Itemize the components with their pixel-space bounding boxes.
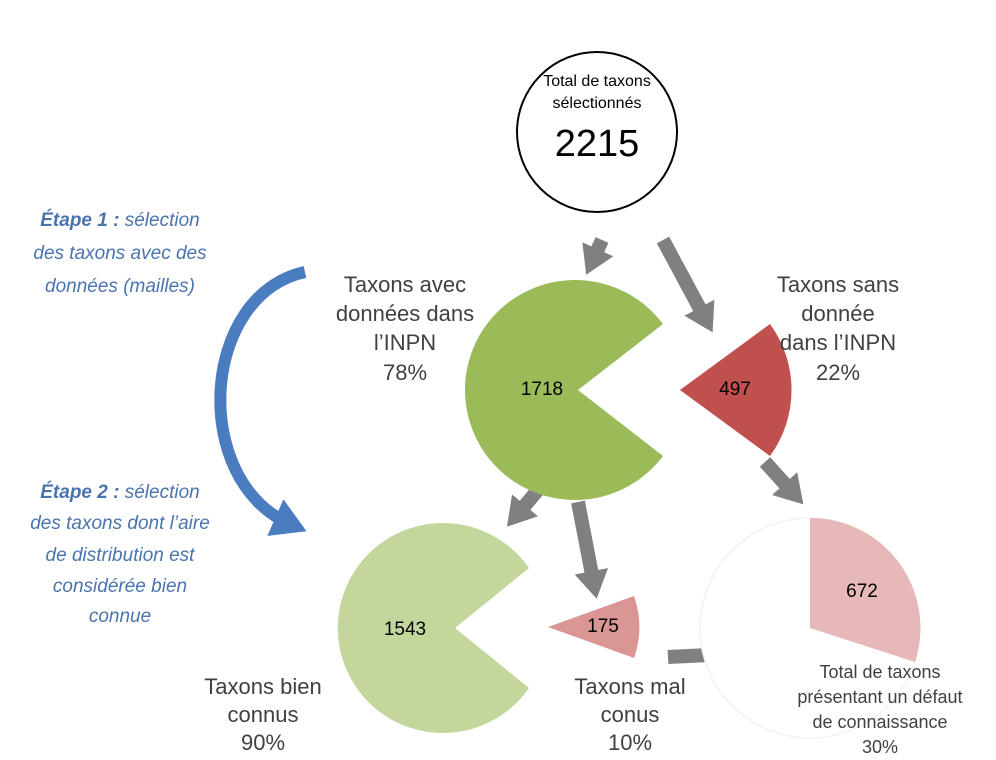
step-line: des taxons avec des (33, 243, 207, 264)
node-label: présentant un défaut (797, 687, 962, 707)
step-line: connue (89, 606, 151, 627)
arrow (656, 236, 715, 333)
value: 175 (587, 616, 619, 637)
step-text: sélection (125, 482, 200, 503)
node-percent: 30% (862, 737, 898, 757)
without-data-shape (680, 324, 792, 456)
well-known-shape (337, 523, 529, 733)
node-label: connus (228, 702, 299, 727)
poorly-known-shape (548, 596, 640, 658)
arrow (571, 500, 609, 599)
step-line: Étape 1 : sélection (40, 209, 199, 231)
node-label: conus (601, 702, 660, 727)
node-label: données dans (336, 301, 474, 326)
node-percent: 90% (241, 730, 285, 755)
step-line: Étape 2 : sélection (40, 481, 199, 503)
step-title: Étape 1 : (40, 209, 119, 231)
total-circle (516, 51, 678, 213)
node-label: donnée (801, 301, 874, 326)
arrow (506, 485, 544, 527)
total-value: 2215 (555, 123, 640, 165)
value: 1543 (384, 619, 426, 640)
node-percent: 78% (383, 360, 427, 385)
value: 497 (719, 379, 751, 400)
value: 1718 (521, 379, 563, 400)
total-label: sélectionnés (553, 95, 642, 112)
value: 672 (846, 581, 878, 602)
deficit-shape (810, 517, 921, 662)
with-data-shape (464, 280, 663, 500)
node-percent: 10% (608, 730, 652, 755)
node-label: Total de taxons (819, 662, 940, 682)
node-label: dans l’INPN (780, 330, 896, 355)
step-arrow (214, 266, 307, 536)
step-line: considérée bien (53, 576, 187, 597)
step-text: sélection (125, 210, 200, 231)
arrow (759, 457, 804, 505)
step-line: données (mailles) (45, 276, 195, 297)
node-label: Taxons mal (574, 674, 685, 699)
node-label: Taxons avec (344, 272, 466, 297)
total-label: Total de taxons (543, 73, 651, 90)
node-label: l’INPN (374, 330, 436, 355)
node-label: Taxons bien (204, 674, 321, 699)
step-line: des taxons dont l’aire (30, 513, 210, 534)
arrow (582, 237, 614, 275)
node-label: de connaissance (812, 712, 947, 732)
node-percent: 22% (816, 360, 860, 385)
node-label: Taxons sans (777, 272, 899, 297)
step-line: de distribution est (46, 545, 196, 566)
step-title: Étape 2 : (40, 481, 119, 503)
